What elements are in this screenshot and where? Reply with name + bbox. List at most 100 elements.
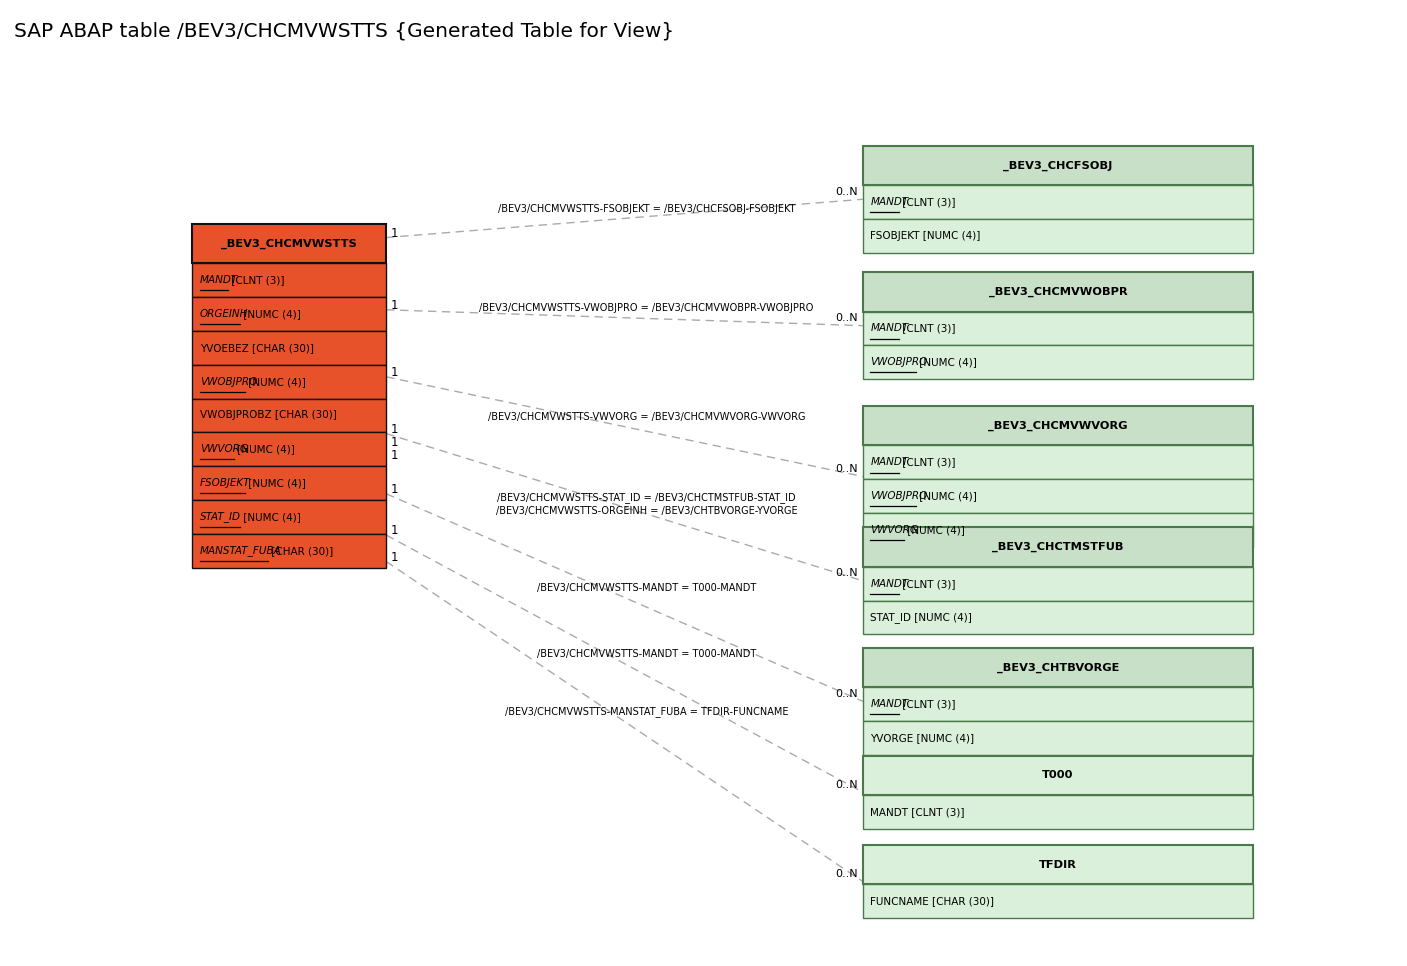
Polygon shape (193, 331, 387, 365)
Text: VWOBJPROBZ [CHAR (30)]: VWOBJPROBZ [CHAR (30)] (200, 411, 336, 420)
Polygon shape (862, 272, 1254, 312)
Text: STAT_ID [NUMC (4)]: STAT_ID [NUMC (4)] (871, 612, 972, 623)
Text: [NUMC (4)]: [NUMC (4)] (239, 512, 301, 522)
Polygon shape (862, 219, 1254, 253)
Text: [NUMC (4)]: [NUMC (4)] (245, 478, 307, 488)
Polygon shape (862, 479, 1254, 513)
Text: MANDT: MANDT (871, 579, 909, 588)
Text: [NUMC (4)]: [NUMC (4)] (234, 444, 294, 454)
Text: VWOBJPRO: VWOBJPRO (871, 491, 927, 501)
Text: 0..N: 0..N (834, 464, 857, 474)
Text: _BEV3_CHCFSOBJ: _BEV3_CHCFSOBJ (1003, 160, 1113, 171)
Text: MANSTAT_FUBA: MANSTAT_FUBA (200, 546, 281, 556)
Text: MANDT: MANDT (200, 275, 238, 285)
Text: MANDT: MANDT (871, 324, 909, 333)
Text: [CLNT (3)]: [CLNT (3)] (899, 324, 955, 333)
Text: /BEV3/CHCMVWSTTS-VWVORG = /BEV3/CHCMVWVORG-VWVORG: /BEV3/CHCMVWSTTS-VWVORG = /BEV3/CHCMVWVO… (488, 412, 805, 422)
Polygon shape (862, 601, 1254, 635)
Polygon shape (862, 513, 1254, 547)
Text: /BEV3/CHCMVWSTTS-ORGEINH = /BEV3/CHTBVORGE-YVORGE: /BEV3/CHCMVWSTTS-ORGEINH = /BEV3/CHTBVOR… (495, 506, 798, 516)
Text: /BEV3/CHCMVWSTTS-FSOBJEKT = /BEV3/CHCFSOBJ-FSOBJEKT: /BEV3/CHCMVWSTTS-FSOBJEKT = /BEV3/CHCFSO… (498, 204, 795, 213)
Polygon shape (862, 312, 1254, 346)
Text: _BEV3_CHCMVWVORG: _BEV3_CHCMVWVORG (988, 420, 1128, 431)
Polygon shape (862, 445, 1254, 479)
Text: [CLNT (3)]: [CLNT (3)] (899, 579, 955, 588)
Text: VWOBJPRO: VWOBJPRO (200, 377, 257, 386)
Text: [NUMC (4)]: [NUMC (4)] (905, 526, 965, 535)
Polygon shape (862, 687, 1254, 721)
Text: 0..N: 0..N (834, 689, 857, 698)
Text: 0..N: 0..N (834, 313, 857, 324)
Text: 1: 1 (391, 436, 398, 449)
Text: 1: 1 (391, 449, 398, 463)
Polygon shape (193, 433, 387, 467)
Text: _BEV3_CHTBVORGE: _BEV3_CHTBVORGE (996, 663, 1119, 672)
Text: VWVORG: VWVORG (871, 526, 919, 535)
Polygon shape (862, 845, 1254, 884)
Text: [NUMC (4)]: [NUMC (4)] (916, 357, 976, 367)
Text: T000: T000 (1043, 770, 1074, 781)
Text: 0..N: 0..N (834, 186, 857, 197)
Polygon shape (193, 467, 387, 500)
Text: SAP ABAP table /BEV3/CHCMVWSTTS {Generated Table for View}: SAP ABAP table /BEV3/CHCMVWSTTS {Generat… (14, 21, 674, 41)
Text: 0..N: 0..N (834, 568, 857, 579)
Text: [CLNT (3)]: [CLNT (3)] (899, 197, 955, 207)
Text: YVORGE [NUMC (4)]: YVORGE [NUMC (4)] (871, 733, 975, 743)
Text: 1: 1 (391, 525, 398, 537)
Text: MANDT [CLNT (3)]: MANDT [CLNT (3)] (871, 807, 965, 817)
Text: 1: 1 (391, 366, 398, 379)
Polygon shape (862, 527, 1254, 567)
Polygon shape (862, 721, 1254, 754)
Text: /BEV3/CHCMVWSTTS-MANSTAT_FUBA = TFDIR-FUNCNAME: /BEV3/CHCMVWSTTS-MANSTAT_FUBA = TFDIR-FU… (505, 706, 788, 717)
Text: /BEV3/CHCMVWSTTS-STAT_ID = /BEV3/CHCTMSTFUB-STAT_ID: /BEV3/CHCMVWSTTS-STAT_ID = /BEV3/CHCTMST… (497, 492, 796, 502)
Text: VWOBJPRO: VWOBJPRO (871, 357, 927, 367)
Text: [NUMC (4)]: [NUMC (4)] (245, 377, 307, 386)
Text: FUNCNAME [CHAR (30)]: FUNCNAME [CHAR (30)] (871, 896, 995, 906)
Polygon shape (862, 755, 1254, 795)
Text: _BEV3_CHCTMSTFUB: _BEV3_CHCTMSTFUB (992, 542, 1124, 553)
Text: _BEV3_CHCMVWSTTS: _BEV3_CHCMVWSTTS (221, 239, 357, 248)
Polygon shape (862, 795, 1254, 829)
Text: /BEV3/CHCMVWSTTS-VWOBJPRO = /BEV3/CHCMVWOBPR-VWOBJPRO: /BEV3/CHCMVWSTTS-VWOBJPRO = /BEV3/CHCMVW… (480, 303, 813, 313)
Polygon shape (862, 406, 1254, 445)
Text: FSOBJEKT [NUMC (4)]: FSOBJEKT [NUMC (4)] (871, 231, 981, 241)
Text: 0..N: 0..N (834, 780, 857, 790)
Text: MANDT: MANDT (871, 197, 909, 207)
Polygon shape (862, 648, 1254, 687)
Text: _BEV3_CHCMVWOBPR: _BEV3_CHCMVWOBPR (989, 287, 1127, 297)
Text: [CLNT (3)]: [CLNT (3)] (899, 699, 955, 709)
Text: 0..N: 0..N (834, 869, 857, 879)
Text: FSOBJEKT: FSOBJEKT (200, 478, 250, 488)
Polygon shape (193, 399, 387, 433)
Polygon shape (193, 224, 387, 263)
Text: ORGEINH: ORGEINH (200, 309, 248, 319)
Polygon shape (193, 534, 387, 568)
Text: 1: 1 (391, 551, 398, 563)
Text: TFDIR: TFDIR (1040, 860, 1076, 869)
Text: STAT_ID: STAT_ID (200, 512, 241, 523)
Text: [CLNT (3)]: [CLNT (3)] (899, 457, 955, 468)
Text: [NUMC (4)]: [NUMC (4)] (916, 491, 976, 501)
Text: /BEV3/CHCMVWSTTS-MANDT = T000-MANDT: /BEV3/CHCMVWSTTS-MANDT = T000-MANDT (536, 649, 756, 659)
Polygon shape (193, 297, 387, 331)
Polygon shape (193, 500, 387, 534)
Text: 1: 1 (391, 423, 398, 436)
Polygon shape (193, 263, 387, 297)
Polygon shape (862, 185, 1254, 219)
Text: [CHAR (30)]: [CHAR (30)] (267, 546, 333, 555)
Polygon shape (862, 567, 1254, 601)
Text: MANDT: MANDT (871, 457, 909, 468)
Text: [CLNT (3)]: [CLNT (3)] (228, 275, 284, 285)
Text: [NUMC (4)]: [NUMC (4)] (239, 309, 301, 319)
Polygon shape (862, 146, 1254, 185)
Polygon shape (193, 365, 387, 399)
Polygon shape (862, 346, 1254, 380)
Text: 1: 1 (391, 483, 398, 496)
Text: /BEV3/CHCMVWSTTS-MANDT = T000-MANDT: /BEV3/CHCMVWSTTS-MANDT = T000-MANDT (536, 583, 756, 593)
Text: VWVORG: VWVORG (200, 444, 248, 454)
Text: 1: 1 (391, 227, 398, 240)
Text: YVOEBEZ [CHAR (30)]: YVOEBEZ [CHAR (30)] (200, 343, 314, 353)
Text: MANDT: MANDT (871, 699, 909, 709)
Polygon shape (862, 884, 1254, 918)
Text: 1: 1 (391, 298, 398, 312)
